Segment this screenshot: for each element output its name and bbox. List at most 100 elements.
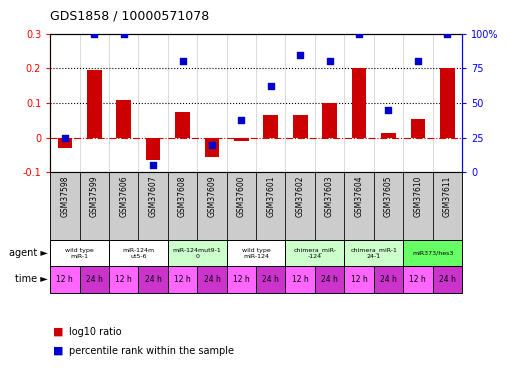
Bar (58, 138, 72, 148)
Point (355, 31, 363, 37)
Bar (197, 172, 227, 240)
Point (61, 135, 69, 141)
Bar (138, 172, 168, 240)
Bar (116, 100, 131, 138)
Bar (374, 266, 403, 292)
Bar (440, 68, 455, 138)
Point (296, 51, 305, 57)
Bar (80, 266, 109, 292)
Text: GSM37599: GSM37599 (90, 176, 99, 218)
Point (237, 117, 246, 123)
Text: GSM37601: GSM37601 (266, 176, 275, 217)
Text: GSM37603: GSM37603 (325, 176, 334, 218)
Text: miR-124m
ut5-6: miR-124m ut5-6 (122, 248, 155, 259)
Text: GDS1858 / 10000571078: GDS1858 / 10000571078 (50, 9, 210, 22)
Text: 12 h: 12 h (115, 275, 132, 284)
Bar (403, 240, 462, 266)
Bar (197, 266, 227, 292)
Bar (286, 172, 315, 240)
Point (325, 58, 334, 64)
Text: GSM37598: GSM37598 (60, 176, 69, 217)
Text: 24 h: 24 h (439, 275, 456, 284)
Bar (286, 240, 344, 266)
Bar (374, 172, 403, 240)
Bar (352, 68, 366, 138)
Bar (234, 138, 249, 141)
Bar (175, 112, 190, 138)
Text: GSM37611: GSM37611 (443, 176, 452, 217)
Point (90, 31, 99, 37)
Bar (80, 172, 109, 240)
Bar (168, 172, 197, 240)
Text: agent ►: agent ► (8, 248, 48, 258)
Point (413, 58, 422, 64)
Bar (50, 266, 80, 292)
Bar (227, 240, 286, 266)
Bar (109, 172, 138, 240)
Bar (344, 266, 374, 292)
Text: GSM37602: GSM37602 (296, 176, 305, 217)
Bar (344, 172, 374, 240)
Text: 12 h: 12 h (410, 275, 426, 284)
Text: 24 h: 24 h (145, 275, 162, 284)
Bar (403, 266, 432, 292)
Text: 12 h: 12 h (292, 275, 308, 284)
Bar (322, 103, 337, 138)
Bar (432, 172, 462, 240)
Bar (263, 115, 278, 138)
Text: miR-124mut9-1
0: miR-124mut9-1 0 (173, 248, 222, 259)
Text: 24 h: 24 h (380, 275, 397, 284)
Bar (344, 240, 403, 266)
Text: log10 ratio: log10 ratio (69, 327, 121, 337)
Text: GSM37605: GSM37605 (384, 176, 393, 218)
Bar (87, 70, 101, 138)
Text: 24 h: 24 h (86, 275, 103, 284)
Text: 24 h: 24 h (321, 275, 338, 284)
Text: GSM37608: GSM37608 (178, 176, 187, 217)
Bar (227, 266, 256, 292)
Bar (293, 115, 307, 138)
Point (267, 83, 275, 89)
Bar (50, 240, 109, 266)
Bar (315, 266, 344, 292)
Bar (138, 266, 168, 292)
Text: GSM37607: GSM37607 (148, 176, 158, 218)
Point (384, 107, 393, 113)
Text: GSM37610: GSM37610 (413, 176, 422, 217)
Bar (109, 266, 138, 292)
Text: GSM37606: GSM37606 (119, 176, 128, 218)
Text: 24 h: 24 h (203, 275, 220, 284)
Text: chimera_miR-1
24-1: chimera_miR-1 24-1 (350, 248, 397, 259)
Bar (315, 172, 344, 240)
Bar (286, 266, 315, 292)
Text: wild type
miR-1: wild type miR-1 (65, 248, 94, 259)
Bar (168, 266, 197, 292)
Text: miR373/hes3: miR373/hes3 (412, 251, 453, 256)
Bar (50, 172, 80, 240)
Text: chimera_miR-
-124: chimera_miR- -124 (294, 248, 336, 259)
Bar (411, 118, 425, 138)
Bar (227, 172, 256, 240)
Text: time ►: time ► (15, 274, 48, 284)
Text: GSM37604: GSM37604 (354, 176, 364, 218)
Point (119, 31, 128, 37)
Text: GSM37600: GSM37600 (237, 176, 246, 218)
Text: GSM37609: GSM37609 (208, 176, 216, 218)
Point (208, 142, 216, 148)
Text: ■: ■ (53, 346, 63, 355)
Bar (381, 132, 396, 138)
Bar (256, 172, 286, 240)
Bar (403, 172, 432, 240)
Text: wild type
miR-124: wild type miR-124 (242, 248, 270, 259)
Bar (432, 266, 462, 292)
Bar (146, 138, 161, 160)
Bar (109, 240, 168, 266)
Point (178, 58, 187, 64)
Bar (256, 266, 286, 292)
Text: 12 h: 12 h (233, 275, 250, 284)
Text: ■: ■ (53, 327, 63, 337)
Text: percentile rank within the sample: percentile rank within the sample (69, 346, 233, 355)
Point (149, 162, 157, 168)
Text: 12 h: 12 h (351, 275, 367, 284)
Point (443, 31, 451, 37)
